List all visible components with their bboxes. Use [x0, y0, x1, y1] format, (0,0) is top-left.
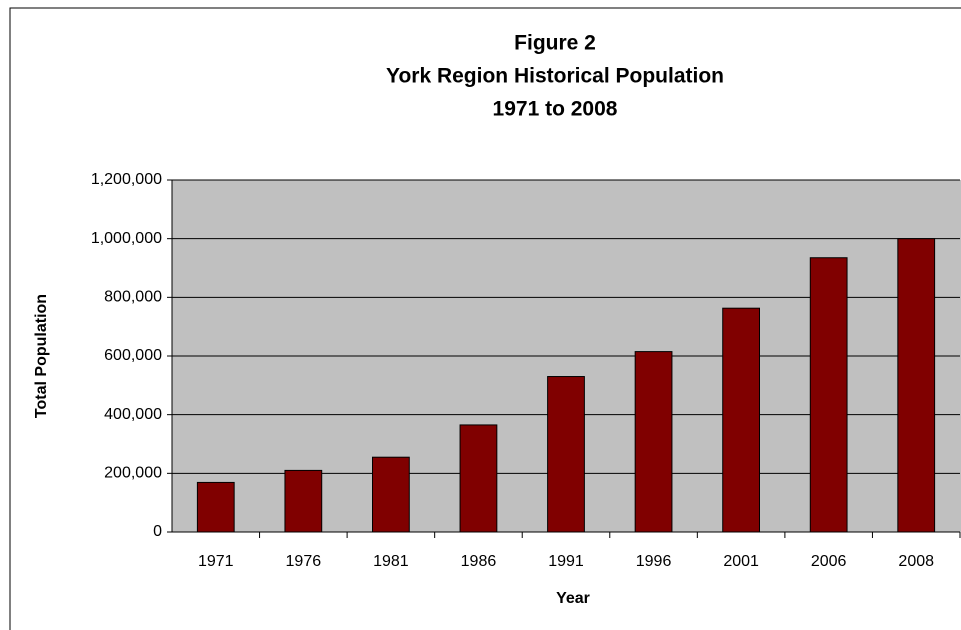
y-tick-label: 1,200,000: [91, 171, 162, 188]
bar: [634, 351, 673, 533]
bar: [284, 469, 323, 533]
chart-title: 1971 to 2008: [493, 98, 618, 121]
x-tick-label: 2008: [898, 553, 934, 570]
x-tick-label: 1991: [548, 553, 584, 570]
x-tick-label: 2001: [723, 553, 759, 570]
bar: [459, 424, 498, 533]
chart-title: York Region Historical Population: [386, 65, 724, 88]
x-tick-label: 1986: [461, 553, 497, 570]
x-tick-label: 1976: [286, 553, 322, 570]
y-tick-label: 600,000: [104, 347, 162, 364]
y-tick-label: 0: [153, 523, 162, 540]
y-tick-label: 200,000: [104, 465, 162, 482]
y-axis-title: Total Population: [33, 294, 50, 418]
x-tick-label: 1996: [636, 553, 672, 570]
y-tick-label: 400,000: [104, 406, 162, 423]
x-axis-title: Year: [556, 590, 590, 607]
bar: [196, 481, 235, 533]
chart-title: Figure 2: [514, 32, 596, 55]
x-tick-label: 2006: [811, 553, 847, 570]
bar: [809, 257, 848, 533]
bar: [547, 376, 585, 533]
y-tick-label: 1,000,000: [91, 230, 162, 247]
bar: [372, 456, 410, 533]
y-tick-label: 800,000: [104, 289, 162, 306]
bar: [722, 307, 760, 533]
x-tick-label: 1981: [373, 553, 409, 570]
bar: [897, 238, 936, 533]
x-tick-label: 1971: [198, 553, 234, 570]
